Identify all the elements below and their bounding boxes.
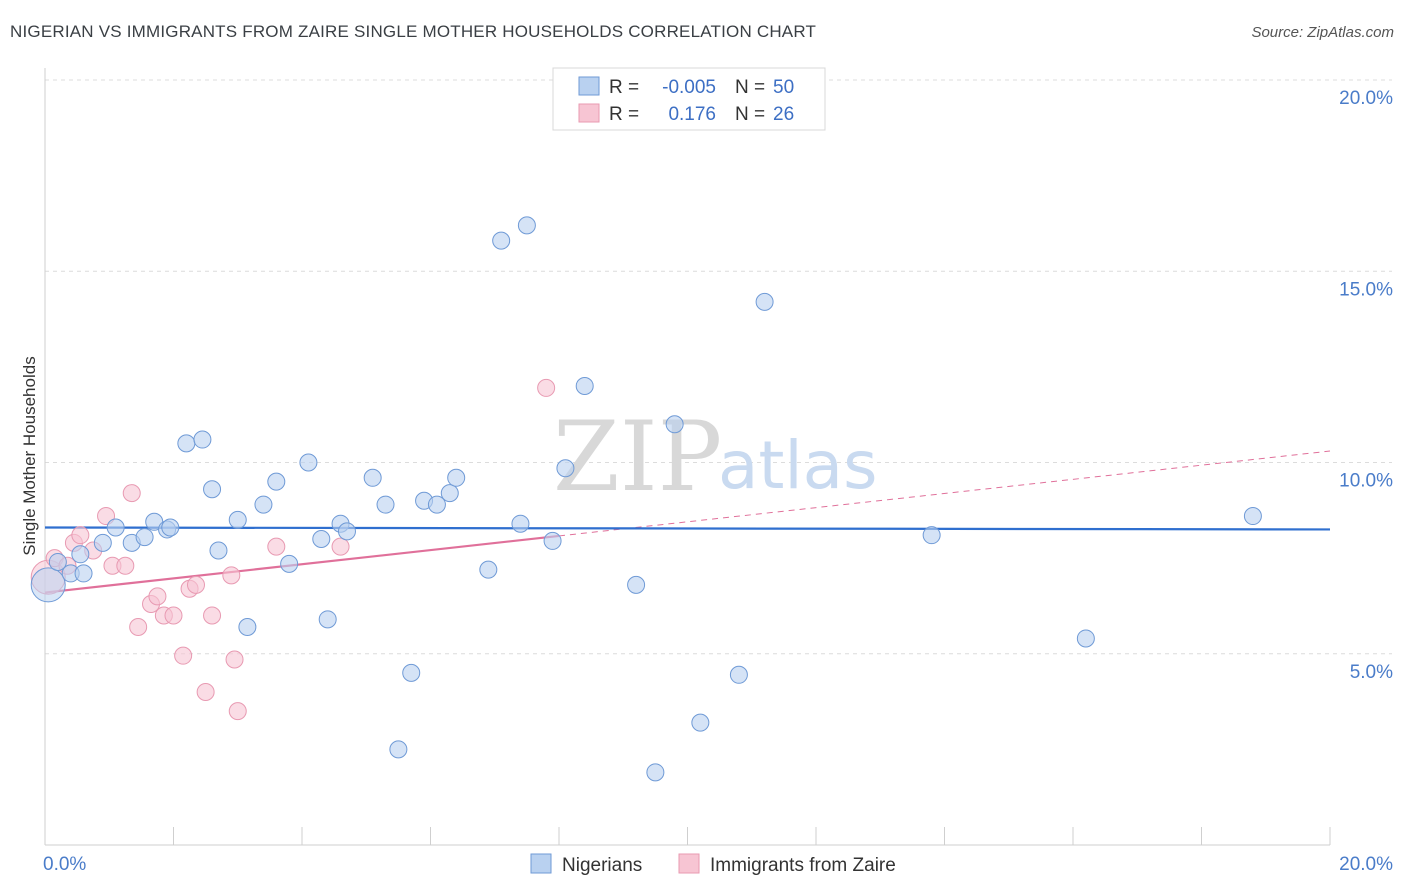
point-nigerians <box>312 530 331 548</box>
bottom-legend-nigerians: Nigerians <box>562 855 642 876</box>
point-nigerians <box>106 518 125 537</box>
pink-trend <box>44 450 1331 594</box>
legend-n-label-2: N = <box>735 104 765 125</box>
point-nigerians <box>299 453 318 472</box>
point-nigerians <box>440 484 459 503</box>
y-axis-label: Single Mother Households <box>20 356 39 555</box>
bottom-legend-zaire: Immigrants from Zaire <box>710 855 896 876</box>
point-nigerians <box>254 495 273 514</box>
point-nigerians <box>1243 507 1262 526</box>
legend-n-value-2: 26 <box>773 104 794 125</box>
point-nigerians <box>575 377 594 395</box>
point-nigerians <box>543 531 562 550</box>
point-zaire <box>129 617 148 636</box>
point-nigerians <box>93 533 112 552</box>
point-nigerians <box>389 740 408 759</box>
bottom-legend-swatch-nigerians <box>530 853 552 874</box>
point-zaire <box>196 683 215 701</box>
point-zaire <box>222 566 241 585</box>
point-nigerians <box>922 526 941 545</box>
trend-line-zaire-dashed <box>558 450 1331 537</box>
watermark-atlas: atlas <box>718 427 878 504</box>
point-nigerians <box>203 480 222 499</box>
point-zaire <box>174 646 193 665</box>
point-nigerians <box>193 430 212 449</box>
bottom-legend-swatch-zaire <box>678 853 700 874</box>
point-nigerians <box>755 292 774 311</box>
point-nigerians <box>228 510 247 529</box>
point-nigerians <box>48 552 67 571</box>
point-nigerians <box>135 528 154 547</box>
legend-r-label-2: R = <box>609 104 639 125</box>
source-label: Source: ZipAtlas.com <box>1251 24 1394 41</box>
point-zaire <box>225 650 244 669</box>
point-nigerians <box>556 459 575 478</box>
gridlines <box>45 79 1392 655</box>
point-nigerians <box>363 468 382 487</box>
axes <box>44 68 1331 846</box>
y-tick-label: 20.0% <box>1339 88 1393 109</box>
y-tick-label: 15.0% <box>1339 279 1393 300</box>
trend-line-zaire-solid <box>44 534 560 594</box>
point-nigerians <box>691 713 710 732</box>
point-nigerians <box>209 541 228 560</box>
point-nigerians <box>267 472 286 491</box>
point-nigerians <box>665 415 684 434</box>
point-zaire <box>148 587 167 606</box>
legend-r-value-2: 0.176 <box>668 104 716 125</box>
legend-r-label-1: R = <box>609 77 639 98</box>
legend-r-value-1: -0.005 <box>662 77 716 98</box>
point-nigerians <box>492 231 511 250</box>
point-nigerians <box>177 434 196 453</box>
point-nigerians <box>318 610 337 629</box>
x-tick-label-min: 0.0% <box>43 854 86 875</box>
point-nigerians <box>1076 629 1095 648</box>
point-zaire <box>122 484 141 503</box>
chart-title: NIGERIAN VS IMMIGRANTS FROM ZAIRE SINGLE… <box>10 22 817 41</box>
point-zaire <box>116 556 135 575</box>
point-nigerians <box>337 522 356 541</box>
watermark: ZIP atlas <box>553 401 878 513</box>
legend-swatch-blue <box>578 76 600 96</box>
trend-line-nigerians <box>44 526 1331 531</box>
point-nigerians <box>517 216 536 235</box>
point-nigerians <box>71 545 90 564</box>
bottom-legend: Nigerians Immigrants from Zaire <box>530 853 896 876</box>
point-nigerians <box>376 495 395 514</box>
point-zaire <box>71 526 90 545</box>
tick-labels: 5.0% 10.0% 15.0% 20.0% 0.0% 20.0% <box>43 88 1393 875</box>
point-nigerians <box>479 560 498 579</box>
y-tick-label: 10.0% <box>1339 471 1393 492</box>
point-zaire <box>186 575 205 594</box>
legend-n-label-1: N = <box>735 77 765 98</box>
point-nigerians <box>427 495 446 514</box>
point-zaire <box>203 606 222 625</box>
point-nigerians <box>447 468 466 487</box>
point-nigerians <box>238 617 257 636</box>
point-nigerians <box>511 514 530 533</box>
point-zaire <box>97 507 116 526</box>
point-nigerians <box>729 665 748 684</box>
point-nigerians <box>30 567 66 603</box>
point-zaire <box>331 537 350 556</box>
legend-n-value-1: 50 <box>773 77 794 98</box>
legend-box: R = -0.005 N = 50 R = 0.176 N = 26 <box>552 67 826 131</box>
x-tick-label-max: 20.0% <box>1339 854 1393 875</box>
point-zaire <box>537 378 556 397</box>
point-nigerians <box>646 763 665 782</box>
point-zaire <box>267 537 286 556</box>
point-nigerians <box>280 554 299 573</box>
point-nigerians <box>74 564 93 583</box>
points <box>30 216 1262 782</box>
legend-swatch-pink <box>578 103 600 123</box>
point-nigerians <box>627 575 646 594</box>
blue-trend <box>44 526 1331 531</box>
watermark-zip: ZIP <box>553 401 722 513</box>
point-zaire <box>228 702 247 721</box>
point-zaire <box>164 606 183 625</box>
y-tick-label: 5.0% <box>1350 662 1393 683</box>
point-nigerians <box>402 663 421 682</box>
point-nigerians <box>161 518 180 537</box>
